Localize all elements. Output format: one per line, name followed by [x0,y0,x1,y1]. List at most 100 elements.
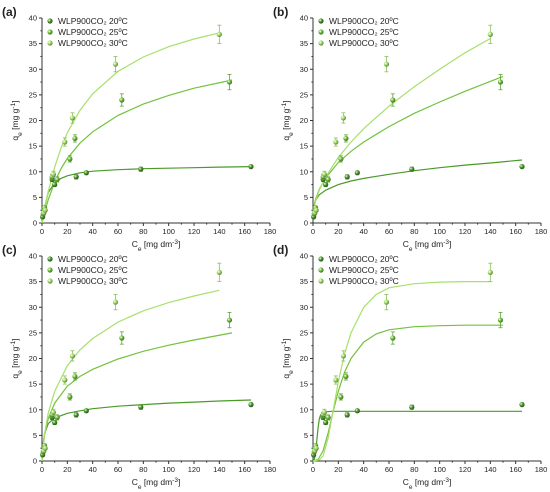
data-point-series-2 [497,317,504,323]
data-point-series-3 [487,31,493,37]
data-point-series-1 [519,402,525,408]
data-point-series-2 [325,414,331,421]
data-point-series-3 [487,269,493,275]
y-axis-title-main: q [281,374,291,379]
panel-a: 0 20 40 60 80 100 120 140 160 180 0 5 10 15 20 25 30 35 40… [2,5,276,253]
x-axis-title-sup: -3 [172,239,178,246]
y-axis-title-sub: e [288,370,295,374]
x-axis-title-sup: -3 [172,477,178,484]
x-axis-title-sub: e [138,246,142,253]
legend-label: WLP900CO₂ 30ºC [58,276,128,286]
fit-curve-series-1 [312,410,522,462]
data-point-series-2 [497,79,504,85]
data-point-series-3 [62,139,68,145]
y-tick-label: 30 [300,65,308,74]
data-point-series-2 [72,135,78,142]
y-tick-label: 10 [29,405,37,414]
x-tick-label: 120 [188,465,201,474]
legend-marker [47,256,53,262]
y-axis-title-sub: e [288,132,295,136]
legend-marker [47,18,53,24]
y-tick-label: 35 [300,39,308,48]
y-tick-label: 5 [304,193,308,202]
x-axis-title-main: C [403,239,409,249]
y-tick-label: 25 [29,328,37,337]
data-point-series-1 [248,402,254,408]
data-point-series-3 [50,409,57,415]
fit-curve-series-1 [312,159,523,209]
data-point-series-1 [344,412,350,418]
x-tick-label: 20 [334,465,342,474]
y-tick-label: 10 [29,167,37,176]
data-point-series-2 [226,79,233,85]
data-point-series-3 [313,445,319,451]
fit-curve-series-3 [312,37,491,212]
x-tick-label: 20 [334,227,342,236]
x-tick-label: 40 [88,465,96,474]
legend-label: WLP900CO₂ 25ºC [329,27,399,37]
data-point-series-1 [409,404,415,410]
data-point-series-3 [50,171,57,177]
y-tick-label: 0 [304,219,308,228]
x-tick-label: 0 [40,227,44,236]
y-tick-label: 40 [300,14,308,23]
legend-marker [318,267,324,273]
x-tick-label: 100 [162,227,175,236]
data-point-series-3 [42,207,48,213]
x-axis-title: Ce [mg dm-3] [403,239,452,253]
legend-label: WLP900CO₂ 25ºC [329,265,399,275]
y-axis-title-unit: [mg g [10,108,20,132]
data-point-series-2 [338,394,344,400]
x-axis-title-main: C [403,477,409,487]
legend-label: WLP900CO₂ 30ºC [329,276,399,286]
y-tick-label: 25 [300,90,308,99]
legend-label: WLP900CO₂ 20ºC [329,254,399,264]
x-tick-label: 0 [311,465,315,474]
x-axis-title-unit: [mg dm [412,239,443,249]
legend-marker [318,256,324,262]
x-tick-label: 40 [88,227,96,236]
x-tick-label: 20 [63,227,71,236]
data-point-series-2 [54,176,60,183]
data-point-series-2 [54,414,60,421]
y-tick-label: 35 [300,277,308,286]
y-axis-title-sup: -1 [281,102,288,108]
x-tick-label: 100 [433,227,446,236]
y-tick-label: 5 [33,193,37,202]
y-axis-title-sup: -1 [10,340,17,346]
legend-label: WLP900CO₂ 25ºC [58,265,128,275]
x-axis-title: Ce [mg dm-3] [132,239,181,253]
legend-marker [47,29,53,35]
fit-curve-series-3 [41,289,220,462]
y-axis-title-end: ] [281,338,291,340]
x-tick-label: 160 [238,465,251,474]
x-tick-label: 120 [459,465,472,474]
x-tick-label: 100 [433,465,446,474]
y-tick-label: 0 [304,457,308,466]
x-tick-label: 0 [40,465,44,474]
x-tick-label: 60 [385,465,393,474]
legend-marker [318,29,324,35]
data-point-series-3 [42,445,48,451]
y-tick-label: 20 [29,116,37,125]
panel-d: 0 20 40 60 80 100 120 140 160 180 0 5 10 15 20 25 30 35 40… [273,243,547,491]
x-tick-label: 160 [509,465,522,474]
x-tick-label: 120 [459,227,472,236]
data-point-series-3 [321,409,327,415]
x-tick-label: 140 [484,465,497,474]
y-tick-label: 25 [300,328,308,337]
y-axis-title-sub: e [17,132,24,136]
x-axis-title: Ce [mg dm-3] [132,477,181,491]
data-point-series-3 [383,299,390,305]
x-axis-title-unit: [mg dm [412,477,443,487]
x-tick-label: 80 [139,227,147,236]
x-tick-label: 40 [359,227,367,236]
y-tick-label: 10 [300,167,308,176]
x-tick-label: 20 [63,465,71,474]
data-point-series-1 [519,164,525,170]
y-axis-title: qe [mg g-1] [10,338,24,378]
x-axis-title-end: ] [449,477,451,487]
x-axis-title-sup: -3 [443,477,449,484]
x-axis-title-main: C [132,239,138,249]
